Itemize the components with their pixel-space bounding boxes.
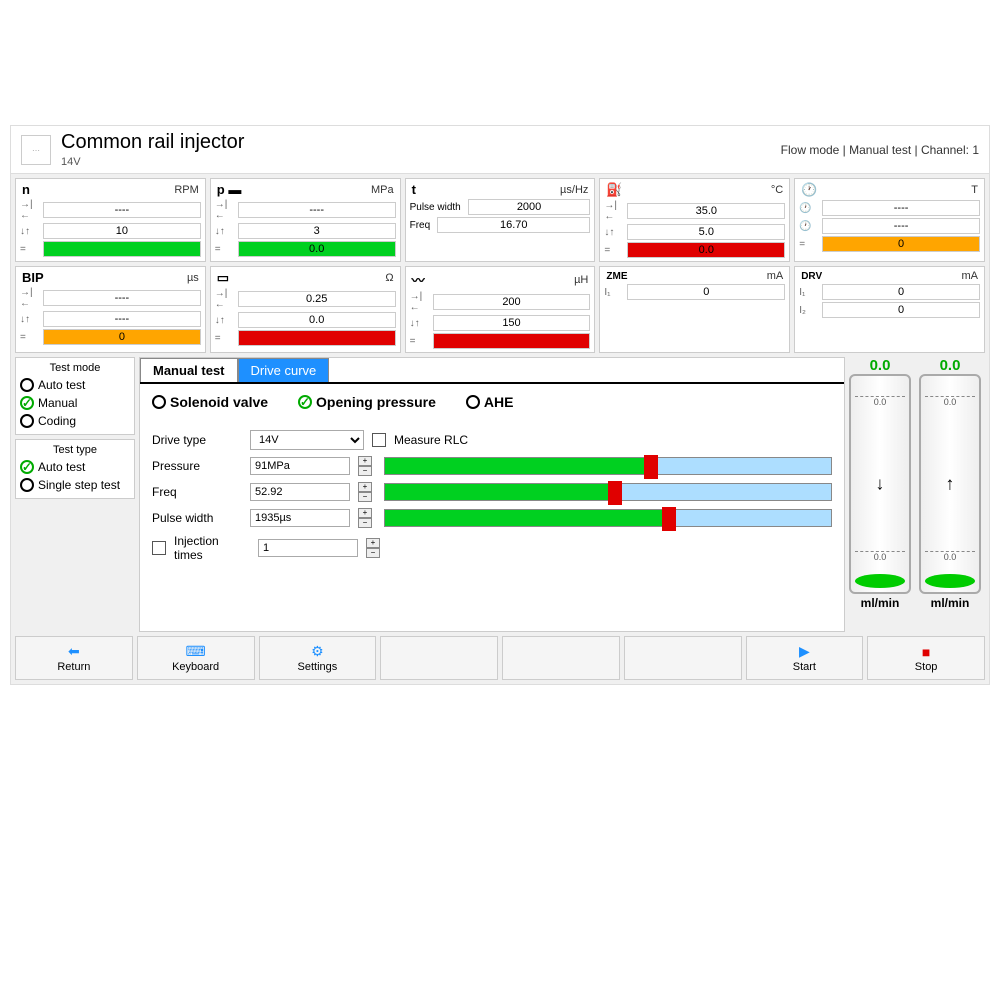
pulse-up[interactable]: + — [358, 508, 372, 518]
side-panel: Test mode Auto test Manual Coding Test t… — [15, 357, 135, 632]
radio-type-single[interactable]: Single step test — [20, 476, 130, 494]
panel-zme: ZMEmA I₁0 — [599, 266, 790, 353]
panel-temp: ⛽°C →|←35.0 ↓↑5.0 =0.0 — [599, 178, 790, 262]
main-panel: Manual test Drive curve Solenoid valve O… — [139, 357, 845, 632]
measure-rlc-checkbox[interactable] — [372, 433, 386, 447]
pulse-down[interactable]: − — [358, 518, 372, 528]
freq-down[interactable]: − — [358, 492, 372, 502]
return-button[interactable]: ⬅Return — [15, 636, 133, 680]
drive-type-select[interactable]: 14V — [250, 430, 364, 450]
injector-up-icon: ↑ — [946, 474, 955, 495]
panel-rpm: nRPM →|←---- ↓↑10 = — [15, 178, 206, 262]
radio-type-auto[interactable]: Auto test — [20, 458, 130, 476]
stop-button[interactable]: ■Stop — [867, 636, 985, 680]
page-subtitle: 14V — [61, 156, 244, 168]
injection-input[interactable] — [258, 539, 358, 557]
panel-mpa: p ▬MPa →|←---- ↓↑3 =0.0 — [210, 178, 401, 262]
keyboard-button[interactable]: ⌨Keyboard — [137, 636, 255, 680]
stop-icon: ■ — [922, 644, 930, 660]
freq-up[interactable]: + — [358, 482, 372, 492]
blank-button-3[interactable] — [624, 636, 742, 680]
radio-manual[interactable]: Manual — [20, 394, 130, 412]
tab-drive-curve[interactable]: Drive curve — [238, 358, 330, 382]
blank-button-1[interactable] — [380, 636, 498, 680]
panel-drv: DRVmA I₁0 I₂0 — [794, 266, 985, 353]
panel-uh: 〰µH →|←200 ↓↑150 = — [405, 266, 596, 353]
test-type-box: Test type Auto test Single step test — [15, 439, 135, 499]
inductor-icon: 〰 — [412, 270, 425, 289]
injector-down-icon: ↓ — [876, 474, 885, 495]
panel-ohm: ▭Ω →|←0.25 ↓↑0.0 = — [210, 266, 401, 353]
tube1: 0.0 ↓ 0.0 — [849, 374, 911, 594]
clock-icon: 🕐 — [801, 182, 817, 198]
page-title: Common rail injector — [61, 131, 244, 154]
inj-up[interactable]: + — [366, 538, 380, 548]
test-mode-box: Test mode Auto test Manual Coding — [15, 357, 135, 435]
mode-opening[interactable]: Opening pressure — [298, 392, 436, 412]
start-button[interactable]: ▶Start — [746, 636, 864, 680]
radio-auto-test[interactable]: Auto test — [20, 376, 130, 394]
keyboard-icon: ⌨ — [186, 643, 206, 660]
resistor-icon: ▭ — [217, 270, 229, 286]
radio-coding[interactable]: Coding — [20, 412, 130, 430]
header: ⋯ Common rail injector 14V Flow mode | M… — [11, 126, 989, 174]
panel-pulse: tµs/Hz Pulse width2000 Freq16.70 — [405, 178, 596, 262]
settings-button[interactable]: ⚙Settings — [259, 636, 377, 680]
app-window: ⋯ Common rail injector 14V Flow mode | M… — [10, 125, 990, 685]
tube2-value: 0.0 — [940, 357, 961, 374]
panel-time: 🕐T 🕐---- 🕐---- =0 — [794, 178, 985, 262]
panel-bip: BIPµs →|←---- ↓↑---- =0 — [15, 266, 206, 353]
mode-solenoid[interactable]: Solenoid valve — [152, 392, 268, 412]
freq-slider[interactable] — [384, 483, 832, 501]
tube2: 0.0 ↑ 0.0 — [919, 374, 981, 594]
injection-checkbox[interactable] — [152, 541, 166, 555]
mode-ahe[interactable]: AHE — [466, 392, 514, 412]
freq-input[interactable] — [250, 483, 350, 501]
tab-manual-test[interactable]: Manual test — [140, 358, 238, 382]
gauge-panels: nRPM →|←---- ↓↑10 = p ▬MPa →|←---- ↓↑3 =… — [11, 174, 989, 357]
logo: ⋯ — [21, 135, 51, 165]
header-status: Flow mode | Manual test | Channel: 1 — [781, 143, 979, 157]
blank-button-2[interactable] — [502, 636, 620, 680]
pulse-slider[interactable] — [384, 509, 832, 527]
pressure-down[interactable]: − — [358, 466, 372, 476]
arrow-left-icon: ⬅ — [68, 643, 80, 660]
pressure-up[interactable]: + — [358, 456, 372, 466]
temp-icon: ⛽ — [606, 182, 622, 198]
inj-down[interactable]: − — [366, 548, 380, 558]
play-icon: ▶ — [799, 643, 810, 660]
flow-tubes: 0.0 0.0 ↓ 0.0 ml/min 0.0 0.0 ↑ 0.0 ml/mi… — [849, 357, 985, 632]
pulse-input[interactable] — [250, 509, 350, 527]
pressure-slider[interactable] — [384, 457, 832, 475]
pressure-input[interactable] — [250, 457, 350, 475]
gear-icon: ⚙ — [311, 643, 324, 660]
tube1-value: 0.0 — [870, 357, 891, 374]
footer-toolbar: ⬅Return ⌨Keyboard ⚙Settings ▶Start ■Stop — [11, 632, 989, 684]
